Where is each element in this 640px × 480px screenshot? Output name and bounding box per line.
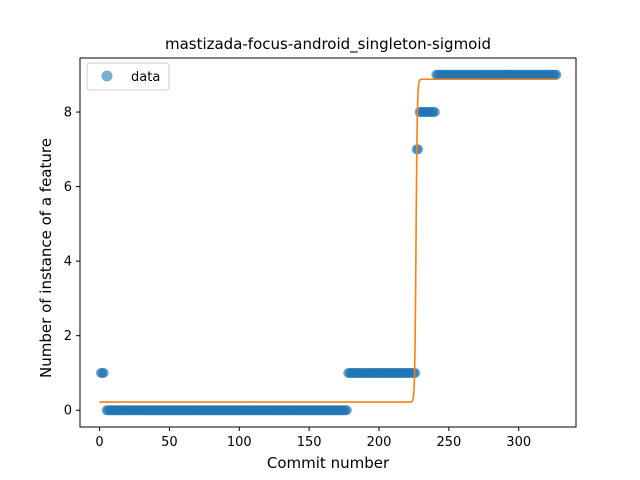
chart-title: mastizada-focus-android_singleton-sigmoi… [165,35,491,54]
legend-marker [101,70,113,82]
x-axis-label: Commit number [267,454,390,472]
y-tick-label: 2 [64,329,72,344]
data-point [429,107,440,118]
legend-label-data: data [131,70,160,85]
fit-line [99,78,557,403]
plot-area [79,57,577,428]
data-point [413,144,424,155]
y-axis-label: Number of instance of a feature [37,138,55,378]
x-tick-label: 200 [367,435,392,450]
x-tick-label: 0 [95,435,103,450]
data-series-points [95,69,562,416]
legend: data [86,62,170,91]
x-tick-label: 100 [227,435,252,450]
fit-series-line [99,78,557,403]
y-tick-label: 6 [64,180,72,195]
legend-box [86,62,170,91]
x-tick-label: 150 [297,435,322,450]
data-point [551,69,562,80]
data-point [341,405,352,416]
plot-frame [79,57,577,428]
x-axis-ticks: 0 50 100 150 200 250 300 [95,427,531,450]
x-tick-label: 300 [506,435,531,450]
y-tick-label: 0 [64,404,72,419]
y-axis-ticks: 0 2 4 6 8 [64,106,80,419]
data-point [98,367,109,378]
x-tick-label: 250 [436,435,461,450]
x-tick-label: 50 [161,435,178,450]
y-tick-label: 4 [64,255,72,270]
y-tick-label: 8 [64,106,72,121]
